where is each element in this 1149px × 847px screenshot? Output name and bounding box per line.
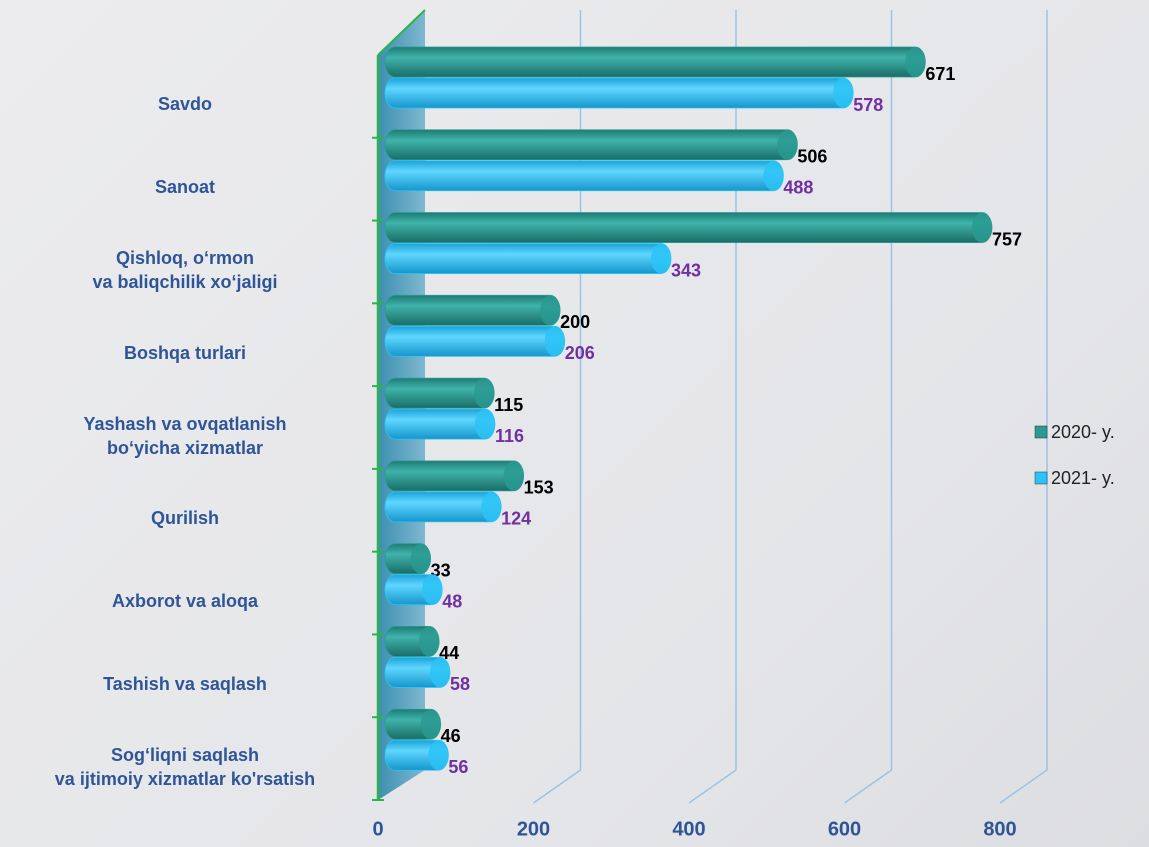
bar-cap <box>481 491 502 522</box>
legend-swatch <box>1034 425 1048 439</box>
bar-cap <box>419 626 440 657</box>
bar-cap <box>474 409 495 440</box>
bar-body <box>384 294 561 326</box>
bar-cap <box>777 129 798 160</box>
bar <box>384 77 854 109</box>
bar <box>384 294 561 326</box>
bar-body <box>384 46 926 78</box>
bar <box>384 129 798 161</box>
bar-cap <box>422 574 443 605</box>
bar-cap <box>972 212 992 243</box>
bar <box>384 491 502 523</box>
data-label: 124 <box>501 509 531 529</box>
bar-body <box>384 77 854 109</box>
bar <box>384 739 449 771</box>
grid-line <box>533 10 582 804</box>
bar-body <box>384 460 524 492</box>
bar-cap <box>905 47 926 77</box>
x-tick-label: 400 <box>672 818 705 840</box>
category-label: Qishloq, o‘rmon va baliqchilik xo‘jaligi <box>92 247 278 292</box>
category-label: Savdo <box>157 94 213 115</box>
bar <box>384 708 442 740</box>
category-label: Boshqa turlari <box>123 342 247 363</box>
data-label: 343 <box>671 260 701 280</box>
category-label: Tashish va saqlash <box>103 673 267 694</box>
bar-cap <box>650 243 671 274</box>
bar <box>384 408 496 440</box>
data-label: 56 <box>448 757 468 777</box>
legend-label: 2020- y. <box>1051 422 1115 442</box>
bar-body <box>384 129 798 161</box>
data-label: 200 <box>560 312 590 332</box>
x-tick-label: 600 <box>828 818 861 840</box>
grid-line <box>688 10 737 804</box>
bar-cap <box>429 657 450 688</box>
grid-line <box>999 10 1048 804</box>
bar <box>384 543 431 575</box>
x-tick-label: 0 <box>372 818 383 840</box>
bar <box>384 160 784 192</box>
bar <box>384 460 524 492</box>
data-label: 58 <box>450 674 470 694</box>
bar-cap <box>474 378 495 409</box>
data-label: 153 <box>524 478 554 498</box>
data-label: 578 <box>853 95 883 115</box>
bar <box>384 377 495 409</box>
bar-cap <box>544 326 565 357</box>
bar <box>384 574 443 606</box>
data-label: 488 <box>783 178 813 198</box>
bar <box>384 657 451 688</box>
bar-cap <box>540 295 561 326</box>
bar-cap <box>763 160 784 191</box>
x-tick-label: 200 <box>517 818 550 840</box>
category-label: Qurilish <box>150 508 219 529</box>
x-tick-label: 800 <box>983 818 1016 840</box>
y-axis-top <box>377 9 426 56</box>
data-label: 506 <box>797 147 827 167</box>
grid-line <box>844 10 893 804</box>
bar-body <box>384 325 566 357</box>
category-label: Sanoat <box>154 177 215 198</box>
data-label: 671 <box>925 64 955 84</box>
bar <box>384 243 672 274</box>
bar-body <box>384 212 993 243</box>
bar <box>384 626 440 657</box>
data-label: 48 <box>442 591 462 611</box>
data-label: 116 <box>495 426 524 446</box>
bar-cap <box>503 460 524 491</box>
bar-cap <box>428 740 449 771</box>
category-label: Sog‘liqni saqlash va ijtimoiy xizmatlar … <box>54 744 316 789</box>
data-label: 46 <box>441 726 461 746</box>
bar-body <box>384 160 784 192</box>
data-label: 115 <box>494 395 523 415</box>
bar <box>384 46 926 78</box>
bar-cap <box>833 78 854 108</box>
legend-label: 2021- y. <box>1051 468 1115 488</box>
bar <box>384 325 566 357</box>
data-label: 206 <box>565 343 595 363</box>
category-label: Axborot va aloqa <box>111 591 259 612</box>
data-label: 44 <box>439 643 459 663</box>
bar-body <box>384 243 672 274</box>
bar-cap <box>420 709 441 740</box>
legend-swatch <box>1034 471 1048 485</box>
bar-cap <box>410 543 431 574</box>
bar <box>384 212 993 243</box>
data-label: 757 <box>992 229 1022 249</box>
category-label: Yashash va ovqatlanish bo‘yicha xizmatla… <box>83 413 287 458</box>
